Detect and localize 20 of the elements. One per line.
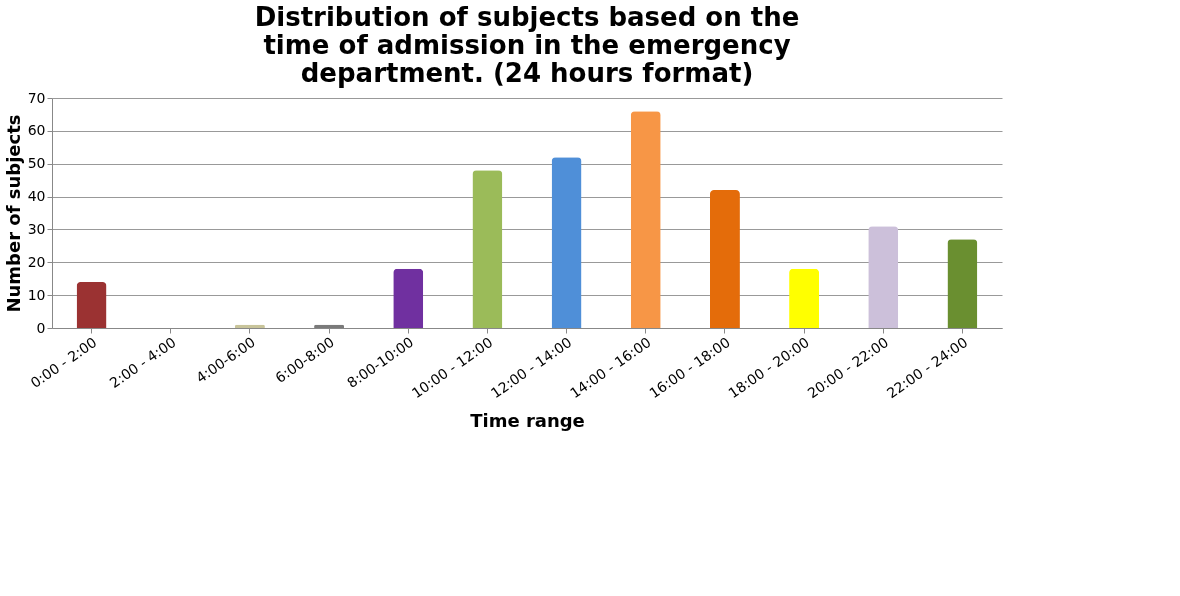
bar: [868, 226, 899, 328]
y-tick-label: 30: [27, 220, 46, 237]
y-tick-label: 50: [27, 155, 46, 172]
bar: [789, 268, 820, 328]
y-tick-label: 70: [27, 89, 46, 106]
bar: [551, 157, 582, 328]
y-tick-label: 60: [27, 122, 46, 139]
bar: [630, 111, 661, 328]
y-tick-label: 0: [36, 319, 46, 336]
bar: [947, 239, 978, 328]
y-tick-label: 40: [27, 188, 46, 205]
bar: [472, 170, 503, 328]
text: Distribution of subjects based on the: [254, 2, 800, 32]
y-tick-label: 10: [27, 286, 46, 303]
bar: [76, 282, 107, 328]
bar: [393, 268, 424, 328]
y-tick-label: 20: [27, 253, 46, 270]
bar: [709, 190, 740, 328]
x-axis-title: Time range: [470, 410, 585, 432]
y-axis-title: Number of subjects: [2, 114, 24, 313]
